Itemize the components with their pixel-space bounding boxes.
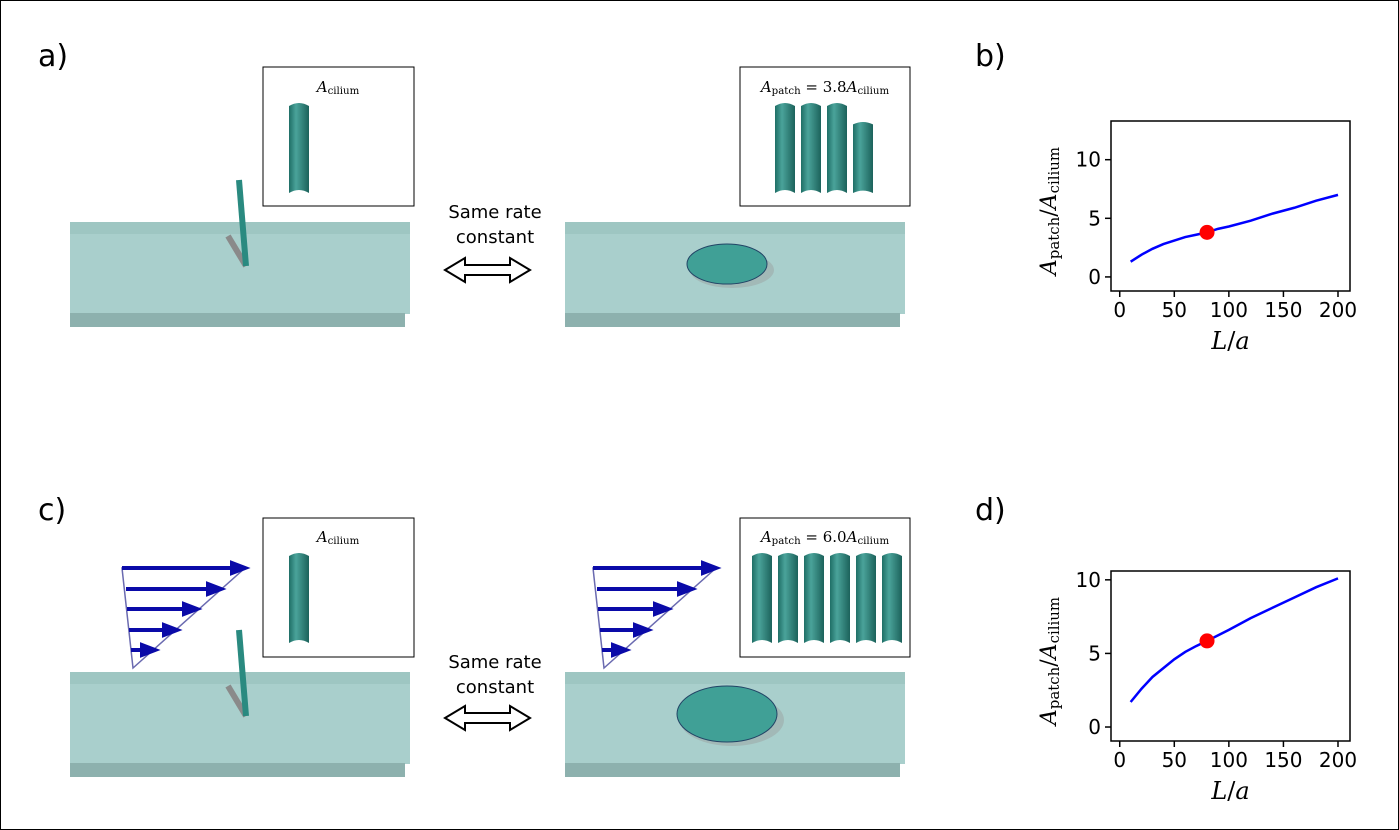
plot-frame (1111, 121, 1350, 291)
math-part: cilium (857, 86, 889, 97)
math-label: Apatch/Acilium (1037, 597, 1063, 727)
x-tick-label: 150 (1264, 298, 1302, 322)
math-part: cilium (857, 536, 889, 547)
figure: a)b)c)d)Same rateconstantAciliumApatch =… (0, 0, 1399, 830)
data-line (1131, 578, 1338, 702)
double-arrow (445, 706, 530, 730)
x-tick-label: 0 (1113, 298, 1126, 322)
highlight-point (1200, 225, 1215, 240)
math-part: A (1037, 259, 1062, 277)
x-tick-label: 100 (1210, 748, 1248, 772)
x-tick-label: 50 (1162, 298, 1187, 322)
math-part: patch (1045, 216, 1063, 259)
math-part: A (315, 528, 328, 546)
x-tick-label: 0 (1113, 748, 1126, 772)
y-tick-label: 5 (1088, 206, 1101, 230)
x-tick-label: 150 (1264, 748, 1302, 772)
y-tick-label: 10 (1076, 568, 1101, 592)
math-part: = 3.8 (801, 78, 847, 96)
illustration-a (70, 67, 414, 327)
shear-flow (593, 563, 716, 668)
math-label: Apatch/Acilium (1037, 147, 1063, 277)
x-tick-label: 100 (1210, 298, 1248, 322)
y-tick-label: 10 (1076, 148, 1101, 172)
math-part: patch (772, 86, 801, 97)
math-part: a (1235, 327, 1249, 355)
illustration-c-patch (565, 672, 905, 777)
math-part: A (845, 78, 858, 96)
x-tick-label: 50 (1162, 748, 1187, 772)
panel-label: c) (38, 493, 66, 528)
math-part: A (845, 528, 858, 546)
arrow-text: Same rate (448, 202, 541, 223)
math-part: A (759, 78, 772, 96)
arrow-text: Same rate (448, 652, 541, 673)
x-tick-label: 200 (1319, 298, 1357, 322)
math-part: A (759, 528, 772, 546)
plot-frame (1111, 571, 1350, 741)
arrow-text: constant (456, 227, 534, 248)
y-tick-label: 0 (1088, 265, 1101, 289)
math-part: cilium (328, 536, 360, 547)
math-part: a (1235, 777, 1249, 805)
panel-label: a) (38, 39, 68, 74)
panel-label: d) (975, 493, 1006, 528)
math-part: patch (1045, 666, 1063, 709)
math-part: A (1037, 709, 1062, 727)
math-label: L/a (1210, 327, 1249, 355)
math-part: A (1037, 643, 1062, 661)
math-part: cilium (1045, 597, 1063, 644)
x-tick-label: 200 (1319, 748, 1357, 772)
arrow-text: constant (456, 677, 534, 698)
math-part: A (1037, 193, 1062, 211)
y-tick-label: 5 (1088, 641, 1101, 665)
math-part: L (1210, 327, 1227, 355)
double-arrow (445, 258, 530, 282)
highlight-point (1200, 633, 1215, 648)
math-part: L (1210, 777, 1227, 805)
panel-label: b) (975, 39, 1006, 74)
math-part: A (315, 78, 328, 96)
illustration-a-patch (565, 222, 905, 327)
shear-flow (122, 563, 245, 668)
y-tick-label: 0 (1088, 715, 1101, 739)
math-part: cilium (1045, 147, 1063, 194)
data-line (1131, 195, 1338, 262)
math-part: patch (772, 536, 801, 547)
math-part: cilium (328, 86, 360, 97)
math-label: L/a (1210, 777, 1249, 805)
math-part: = 6.0 (801, 528, 847, 546)
